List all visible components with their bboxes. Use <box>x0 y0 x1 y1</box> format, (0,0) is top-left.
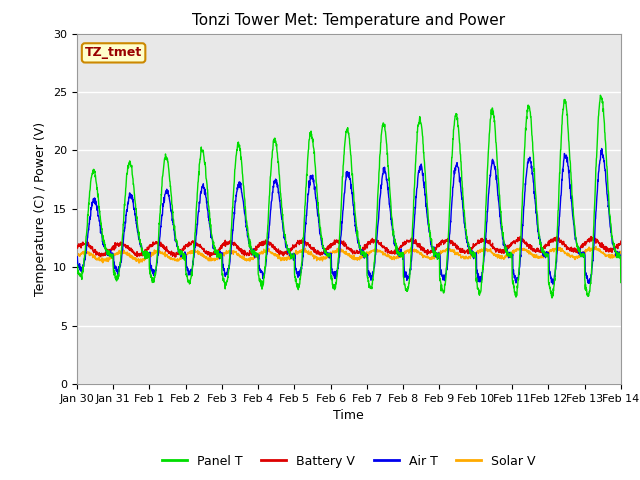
Solar V <box>135 260 143 266</box>
Panel T <box>596 92 604 98</box>
Battery V <box>73 244 81 250</box>
Legend: Panel T, Battery V, Air T, Solar V: Panel T, Battery V, Air T, Solar V <box>157 450 541 473</box>
Battery V <box>570 245 577 251</box>
Panel T <box>365 279 372 285</box>
Panel T <box>584 293 592 299</box>
Panel T <box>507 250 515 255</box>
Title: Tonzi Tower Met: Temperature and Power: Tonzi Tower Met: Temperature and Power <box>192 13 506 28</box>
Y-axis label: Temperature (C) / Power (V): Temperature (C) / Power (V) <box>35 122 47 296</box>
Solar V <box>376 248 384 254</box>
Line: Solar V: Solar V <box>77 246 621 263</box>
Battery V <box>225 239 232 245</box>
Panel T <box>548 295 556 301</box>
X-axis label: Time: Time <box>333 409 364 422</box>
Battery V <box>172 254 179 260</box>
Air T <box>73 254 81 260</box>
Battery V <box>376 242 384 248</box>
Solar V <box>507 251 515 256</box>
Solar V <box>365 251 372 257</box>
Air T <box>569 214 577 220</box>
Air T <box>549 281 557 287</box>
Air T <box>584 280 592 286</box>
Air T <box>598 145 605 151</box>
Text: TZ_tmet: TZ_tmet <box>85 47 142 60</box>
Battery V <box>507 243 515 249</box>
Solar V <box>73 254 81 260</box>
Panel T <box>569 204 577 210</box>
Solar V <box>617 249 625 254</box>
Solar V <box>584 248 592 253</box>
Solar V <box>553 243 561 249</box>
Line: Panel T: Panel T <box>77 95 621 298</box>
Line: Air T: Air T <box>77 148 621 284</box>
Battery V <box>617 239 625 244</box>
Air T <box>507 251 515 257</box>
Solar V <box>225 248 232 254</box>
Battery V <box>365 241 372 247</box>
Panel T <box>617 280 625 286</box>
Air T <box>225 267 232 273</box>
Panel T <box>225 269 232 275</box>
Air T <box>365 271 372 276</box>
Battery V <box>584 238 592 244</box>
Line: Battery V: Battery V <box>77 237 621 257</box>
Panel T <box>73 262 81 267</box>
Panel T <box>376 151 384 156</box>
Air T <box>617 252 625 258</box>
Solar V <box>570 253 577 259</box>
Air T <box>376 194 384 200</box>
Battery V <box>516 234 524 240</box>
